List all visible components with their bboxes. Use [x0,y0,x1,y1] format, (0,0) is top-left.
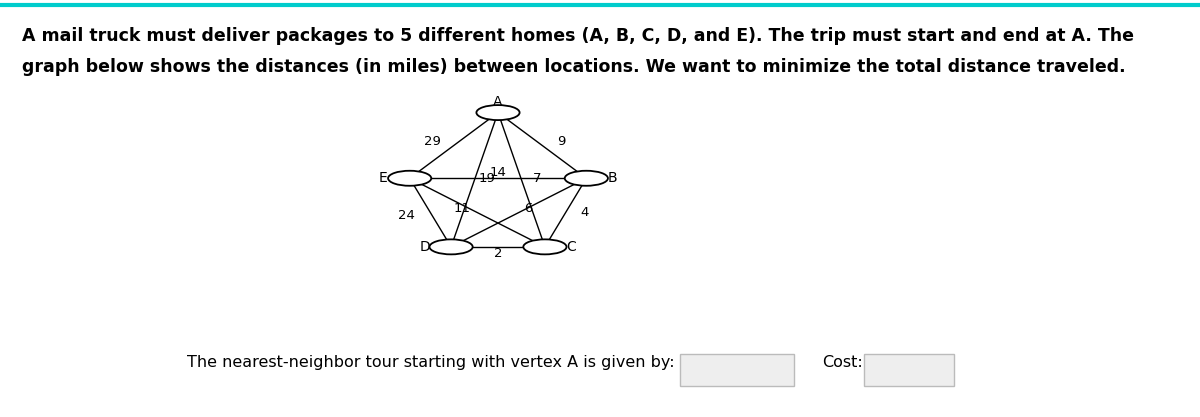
Text: 24: 24 [398,209,415,222]
Text: A mail truck must deliver packages to 5 different homes (A, B, C, D, and E). The: A mail truck must deliver packages to 5 … [22,27,1134,45]
Circle shape [565,171,608,186]
Circle shape [476,105,520,120]
Text: D: D [419,240,430,254]
Text: 4: 4 [581,206,589,219]
Text: Cost:: Cost: [822,355,863,370]
Text: The nearest-neighbor tour starting with vertex A is given by:: The nearest-neighbor tour starting with … [187,355,674,370]
Text: E: E [379,171,388,185]
Text: A: A [493,95,503,109]
Circle shape [523,239,566,254]
FancyBboxPatch shape [680,354,794,386]
Text: 6: 6 [524,202,533,215]
FancyBboxPatch shape [864,354,954,386]
Circle shape [430,239,473,254]
Text: graph below shows the distances (in miles) between locations. We want to minimiz: graph below shows the distances (in mile… [22,58,1126,76]
Text: C: C [566,240,576,254]
Text: B: B [608,171,618,185]
Circle shape [388,171,431,186]
Text: 11: 11 [454,202,470,215]
Text: 19: 19 [478,172,494,186]
Text: 14: 14 [490,166,506,178]
Text: 9: 9 [557,135,565,148]
Text: 7: 7 [533,172,541,186]
Text: 29: 29 [424,135,440,148]
Text: 2: 2 [493,246,503,260]
